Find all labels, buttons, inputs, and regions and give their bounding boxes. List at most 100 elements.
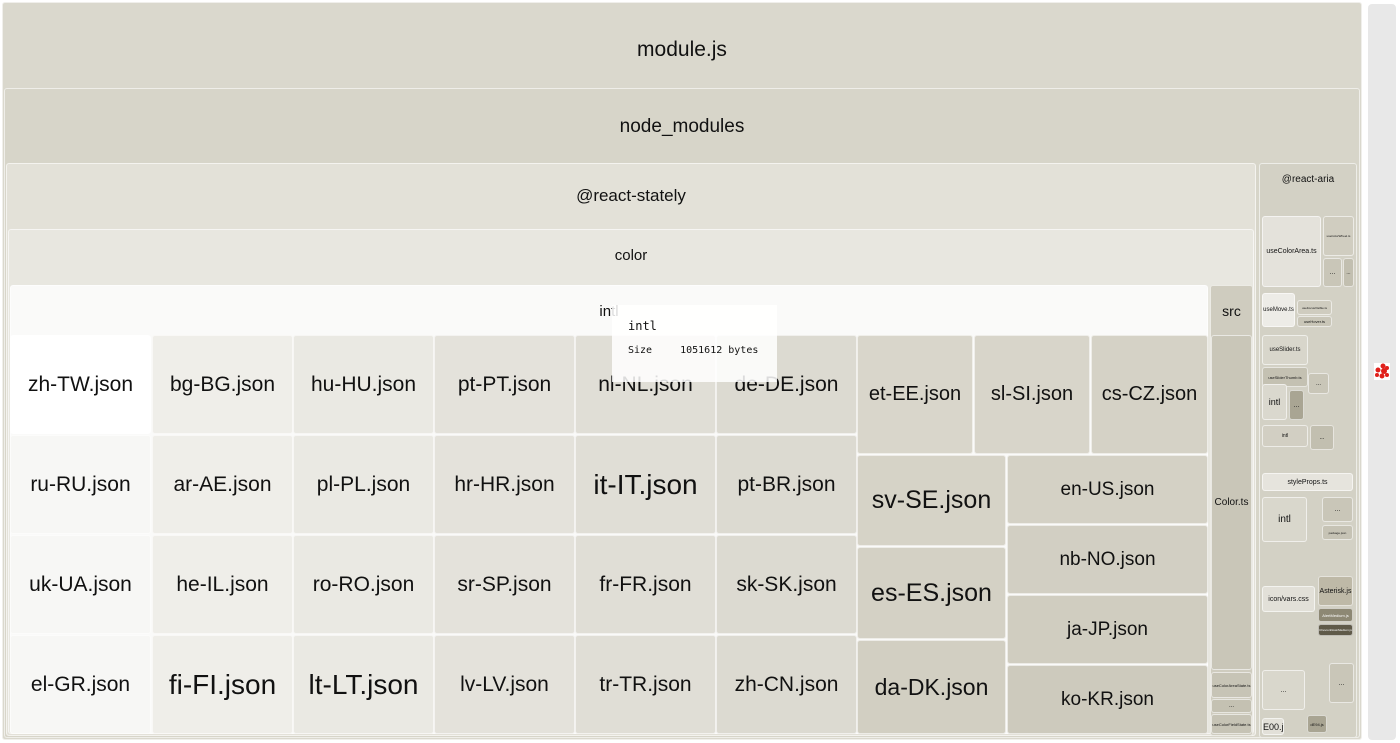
react-aria-file-tile-label: ... <box>1329 269 1336 276</box>
file-tile[interactable]: el-GR.json <box>10 635 151 734</box>
react-aria-file-tile[interactable]: useColorWheel.ts <box>1323 216 1354 256</box>
file-tile-label: et-EE.json <box>868 383 962 405</box>
file-tile[interactable]: bg-BG.json <box>152 335 293 434</box>
file-tile-label: pt-BR.json <box>737 472 836 496</box>
react-aria-file-tile[interactable]: useMove.ts <box>1262 293 1295 327</box>
file-tile[interactable]: ru-RU.json <box>10 435 151 534</box>
file-tile-label: fi-FI.json <box>168 668 277 700</box>
react-aria-file-tile[interactable]: useFocusVisible.ts <box>1297 300 1332 315</box>
file-tile[interactable]: ar-AE.json <box>152 435 293 534</box>
file-tile-label: sl-SI.json <box>990 383 1074 405</box>
file-tile[interactable]: hr-HR.json <box>434 435 575 534</box>
react-aria-file-tile[interactable]: ... <box>1343 258 1354 287</box>
file-tile-label: bg-BG.json <box>169 372 276 396</box>
react-aria-file-tile[interactable]: ... <box>1310 425 1334 450</box>
file-tile[interactable]: zh-CN.json <box>716 635 857 734</box>
file-tile-label: sv-SE.json <box>871 486 992 514</box>
react-aria-file-tile-label: ... <box>1338 679 1345 687</box>
file-tile[interactable]: es-ES.json <box>857 547 1006 639</box>
react-aria-file-tile[interactable]: ... <box>1329 663 1354 703</box>
file-tile[interactable]: it-IT.json <box>575 435 716 534</box>
file-tile-label: nb-NO.json <box>1059 548 1156 570</box>
react-aria-file-tile[interactable]: dE94.js <box>1307 715 1327 733</box>
react-aria-file-tile[interactable]: styleProps.ts <box>1262 473 1353 491</box>
file-tile-label: ko-KR.json <box>1061 688 1154 710</box>
file-tile-label: pt-PT.json <box>457 372 552 396</box>
react-aria-file-tile[interactable]: ... <box>1308 373 1329 394</box>
react-aria-file-tile-label: intl <box>1278 514 1291 525</box>
react-aria-file-tile[interactable]: Asterisk.js <box>1318 576 1353 606</box>
file-tile[interactable]: pt-PT.json <box>434 335 575 434</box>
file-tile[interactable]: tr-TR.json <box>575 635 716 734</box>
file-tile-label: el-GR.json <box>30 672 131 696</box>
react-aria-file-tile-label: ... <box>1293 401 1300 409</box>
file-tile-label: ja-JP.json <box>1067 618 1148 640</box>
react-aria-file-tile[interactable]: ChevronDownMedium.js <box>1318 624 1353 636</box>
react-aria-file-tile-label: intl <box>1268 397 1281 407</box>
src-small-tile-label: useColorFieldState.ts <box>1212 721 1251 727</box>
react-aria-file-tile-label: ... <box>1334 506 1341 513</box>
color-ts-tile-label: Color.ts <box>1214 497 1249 508</box>
file-tile[interactable]: da-DK.json <box>857 640 1006 734</box>
react-aria-file-tile[interactable]: intl <box>1262 425 1308 447</box>
file-tile[interactable]: pt-BR.json <box>716 435 857 534</box>
react-aria-file-tile[interactable]: ... <box>1323 258 1342 287</box>
intl-node-label: intl <box>599 303 619 320</box>
react-aria-file-tile[interactable]: ... <box>1289 390 1304 420</box>
tooltip-name: intl <box>628 319 657 333</box>
file-tile-label: it-IT.json <box>593 468 698 500</box>
react-aria-file-tile[interactable]: intl <box>1262 384 1287 420</box>
react-aria-file-tile[interactable]: icon/vars.css <box>1262 586 1315 612</box>
file-tile[interactable]: sr-SP.json <box>434 535 575 634</box>
file-tile[interactable]: et-EE.json <box>857 335 973 454</box>
file-tile[interactable]: he-IL.json <box>152 535 293 634</box>
file-tile[interactable]: uk-UA.json <box>10 535 151 634</box>
file-tile[interactable]: pl-PL.json <box>293 435 434 534</box>
file-tile[interactable]: nb-NO.json <box>1007 525 1208 594</box>
file-tile-label: pl-PL.json <box>316 472 411 496</box>
color-ts-tile[interactable]: Color.ts <box>1211 335 1252 670</box>
src-small-tile-label: useColorAreaState.ts <box>1212 682 1251 688</box>
file-tile[interactable]: hu-HU.json <box>293 335 434 434</box>
app-logo-icon[interactable] <box>1374 363 1390 380</box>
tooltip-size-value: 1051612 bytes <box>680 345 759 356</box>
file-tile-label: uk-UA.json <box>29 572 132 596</box>
file-tile[interactable]: fr-FR.json <box>575 535 716 634</box>
file-tile[interactable]: sl-SI.json <box>974 335 1090 454</box>
react-aria-file-tile[interactable]: useHover.ts <box>1297 316 1332 327</box>
file-tile[interactable]: lv-LV.json <box>434 635 575 734</box>
src-small-tile[interactable]: ... <box>1211 699 1252 713</box>
file-tile-label: sr-SP.json <box>457 572 552 596</box>
file-tile-label: ar-AE.json <box>173 472 272 496</box>
file-tile[interactable]: en-US.json <box>1007 455 1208 524</box>
react-stately-node-label: @react-stately <box>576 186 686 205</box>
react-aria-file-tile-label: useFocusVisible.ts <box>1302 305 1327 310</box>
react-aria-file-tile[interactable]: useSlider.ts <box>1262 335 1308 365</box>
file-tile-label: lt-LT.json <box>308 668 419 700</box>
react-aria-file-tile[interactable]: package.json <box>1322 525 1353 540</box>
file-tile[interactable]: ja-JP.json <box>1007 595 1208 664</box>
file-tile[interactable]: sv-SE.json <box>857 455 1006 546</box>
file-tile-label: zh-TW.json <box>27 372 134 396</box>
react-aria-file-tile[interactable]: useColorArea.ts <box>1262 216 1321 287</box>
react-aria-file-tile[interactable]: dE00.js <box>1262 718 1284 735</box>
react-aria-file-tile[interactable]: ... <box>1322 497 1353 522</box>
file-tile[interactable]: sk-SK.json <box>716 535 857 634</box>
file-tile-label: sk-SK.json <box>736 572 837 596</box>
file-tile[interactable]: lt-LT.json <box>293 635 434 734</box>
react-aria-file-tile-label: useSliderThumb.ts <box>1268 374 1302 380</box>
react-aria-node-label: @react-aria <box>1281 174 1335 185</box>
react-aria-file-tile[interactable]: intl <box>1262 497 1307 542</box>
file-tile[interactable]: cs-CZ.json <box>1091 335 1208 454</box>
src-small-tile[interactable]: useColorFieldState.ts <box>1211 714 1252 734</box>
react-aria-file-tile[interactable]: ... <box>1262 670 1305 710</box>
react-aria-file-tile[interactable]: AlertMedium.js <box>1318 608 1353 622</box>
file-tile[interactable]: ko-KR.json <box>1007 665 1208 734</box>
file-tile[interactable]: fi-FI.json <box>152 635 293 734</box>
file-tile-label: hr-HR.json <box>454 472 555 496</box>
file-tile[interactable]: ro-RO.json <box>293 535 434 634</box>
react-aria-file-tile-label: icon/vars.css <box>1268 595 1309 603</box>
src-small-tile[interactable]: useColorAreaState.ts <box>1211 672 1252 698</box>
react-aria-file-tile-label: ChevronDownMedium.js <box>1319 628 1352 632</box>
file-tile[interactable]: zh-TW.json <box>10 335 151 434</box>
